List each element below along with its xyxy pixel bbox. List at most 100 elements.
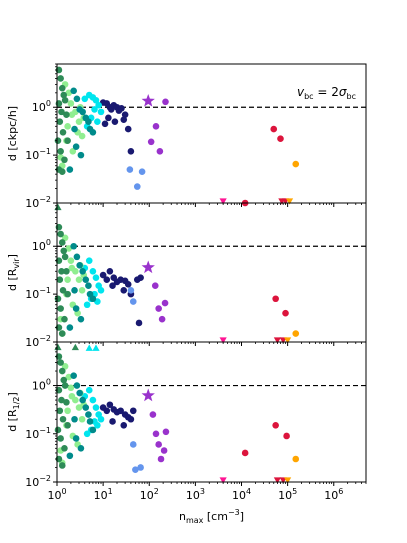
data-point-2-10-1 — [282, 309, 289, 317]
data-point-1-8-14 — [58, 168, 66, 176]
data-point-1-1-2 — [147, 138, 155, 146]
data-point-1-6-6 — [69, 148, 77, 155]
data-point-3-0-0 — [141, 388, 155, 402]
data-point-2-3-0 — [127, 287, 135, 294]
data-point-2-8-2 — [58, 239, 66, 246]
data-point-2-1-3 — [161, 299, 169, 307]
data-point-2-8-15 — [64, 290, 71, 298]
data-point-3-2-5 — [117, 407, 124, 415]
data-point-3-8-8 — [54, 426, 62, 434]
data-point-1-3-0 — [126, 166, 134, 173]
data-point-3-7-9 — [77, 444, 85, 452]
data-point-3-1-2 — [155, 441, 162, 448]
data-point-2-5-3 — [92, 274, 100, 282]
data-point-1-0-0 — [141, 94, 155, 107]
data-point-1-9-1 — [277, 135, 284, 143]
data-point-2-7-10 — [66, 324, 74, 331]
data-point-1-5-5 — [91, 106, 98, 113]
data-point-3-7-3 — [79, 396, 86, 404]
data-point-1-4-0 — [127, 148, 135, 155]
data-point-1-7-7 — [89, 128, 97, 136]
data-point-3-1-1 — [152, 430, 160, 438]
data-point-1-1-1 — [152, 122, 160, 130]
panel-3: 10−2 10−1 100 d [R1/2] — [6, 341, 367, 489]
data-point-3-8-6 — [56, 407, 64, 415]
data-point-3-3-2 — [137, 464, 144, 471]
data-point-2-10-0 — [272, 295, 279, 303]
data-point-1-7-9 — [77, 151, 85, 159]
data-point-3-9-1 — [71, 343, 79, 351]
y-tick-label: 10−2 — [25, 195, 51, 210]
data-point-1-7-5 — [85, 118, 92, 125]
data-point-3-6-11 — [64, 407, 71, 415]
data-point-1-8-12 — [63, 111, 70, 118]
data-point-1-5-8 — [97, 108, 105, 116]
data-point-3-2-11 — [129, 407, 137, 415]
data-point-1-7-1 — [73, 95, 81, 103]
data-point-2-6-11 — [64, 276, 71, 284]
data-point-2-7-0 — [70, 242, 77, 250]
data-point-1-8-3 — [60, 91, 68, 99]
data-point-1-5-3 — [92, 96, 100, 104]
data-point-1-2-7 — [118, 105, 125, 112]
x-tick-label: 104 — [232, 487, 251, 502]
y-tick-label: 10−1 — [25, 147, 51, 162]
data-point-2-8-9 — [57, 305, 64, 312]
data-point-1-10-0 — [292, 160, 300, 168]
data-point-3-10-1 — [272, 421, 279, 429]
data-point-3-8-15 — [64, 421, 71, 429]
data-point-2-14-0 — [284, 337, 292, 344]
data-point-3-8-14 — [58, 462, 66, 469]
data-point-3-6-2 — [67, 384, 75, 392]
data-point-1-1-0 — [162, 98, 169, 106]
x-tick-label: 101 — [94, 487, 113, 502]
data-point-1-8-13 — [61, 96, 69, 104]
data-point-3-8-12 — [63, 398, 70, 406]
data-point-2-2-10 — [137, 274, 144, 282]
data-point-2-2-11 — [120, 287, 128, 294]
data-point-1-2-11 — [105, 114, 112, 122]
data-point-1-3-1 — [133, 183, 141, 190]
data-point-2-8-10 — [61, 315, 68, 323]
data-point-2-12-0 — [219, 337, 227, 344]
data-point-2-8-13 — [61, 253, 69, 261]
data-point-2-7-7 — [89, 295, 97, 303]
data-point-2-5-1 — [85, 257, 93, 264]
data-point-2-8-1 — [57, 230, 64, 238]
data-point-2-3-1 — [129, 298, 137, 305]
data-point-1-5-4 — [95, 101, 102, 109]
data-point-2-2-12 — [109, 282, 116, 289]
data-point-2-7-3 — [79, 267, 86, 275]
data-point-3-1-5 — [162, 428, 170, 436]
data-point-1-6-2 — [67, 100, 75, 107]
data-point-3-4-8 — [97, 415, 105, 423]
data-point-3-9-0 — [54, 343, 62, 351]
data-point-3-1-4 — [160, 447, 168, 454]
data-point-2-6-8 — [78, 287, 86, 294]
data-point-1-7-3 — [79, 108, 86, 116]
panel-frame — [56, 341, 367, 483]
data-point-3-7-0 — [70, 372, 77, 380]
y-axis-label: d [Rvir] — [6, 254, 21, 291]
y-axis-label: d [R1/2] — [6, 392, 21, 432]
data-point-3-7-2 — [76, 389, 83, 397]
y-tick-label: 100 — [32, 238, 51, 253]
data-point-3-7-11 — [71, 415, 78, 423]
data-point-1-8-2 — [58, 84, 66, 92]
data-point-1-8-7 — [59, 128, 67, 136]
x-tick-label: 102 — [140, 487, 159, 502]
data-point-2-2-0 — [99, 271, 107, 279]
data-point-3-12-0 — [219, 477, 227, 484]
plot-layer: 10−2 10−1 100 d [ckpc/h] 10−2 10−1 100 d [Rvir]… — [6, 63, 367, 525]
data-point-2-6-4 — [75, 276, 83, 284]
data-point-1-6-8 — [78, 132, 86, 140]
panel-1: 10−2 10−1 100 d [ckpc/h] — [6, 63, 367, 210]
data-point-3-4-9 — [94, 421, 101, 429]
x-tick-label: 105 — [278, 487, 297, 502]
data-point-2-7-4 — [82, 276, 90, 284]
data-point-3-1-3 — [157, 455, 165, 463]
data-point-2-8-7 — [59, 287, 67, 294]
data-point-1-8-5 — [58, 108, 65, 116]
data-point-3-7-1 — [73, 382, 81, 389]
data-point-1-5-0 — [81, 95, 89, 103]
